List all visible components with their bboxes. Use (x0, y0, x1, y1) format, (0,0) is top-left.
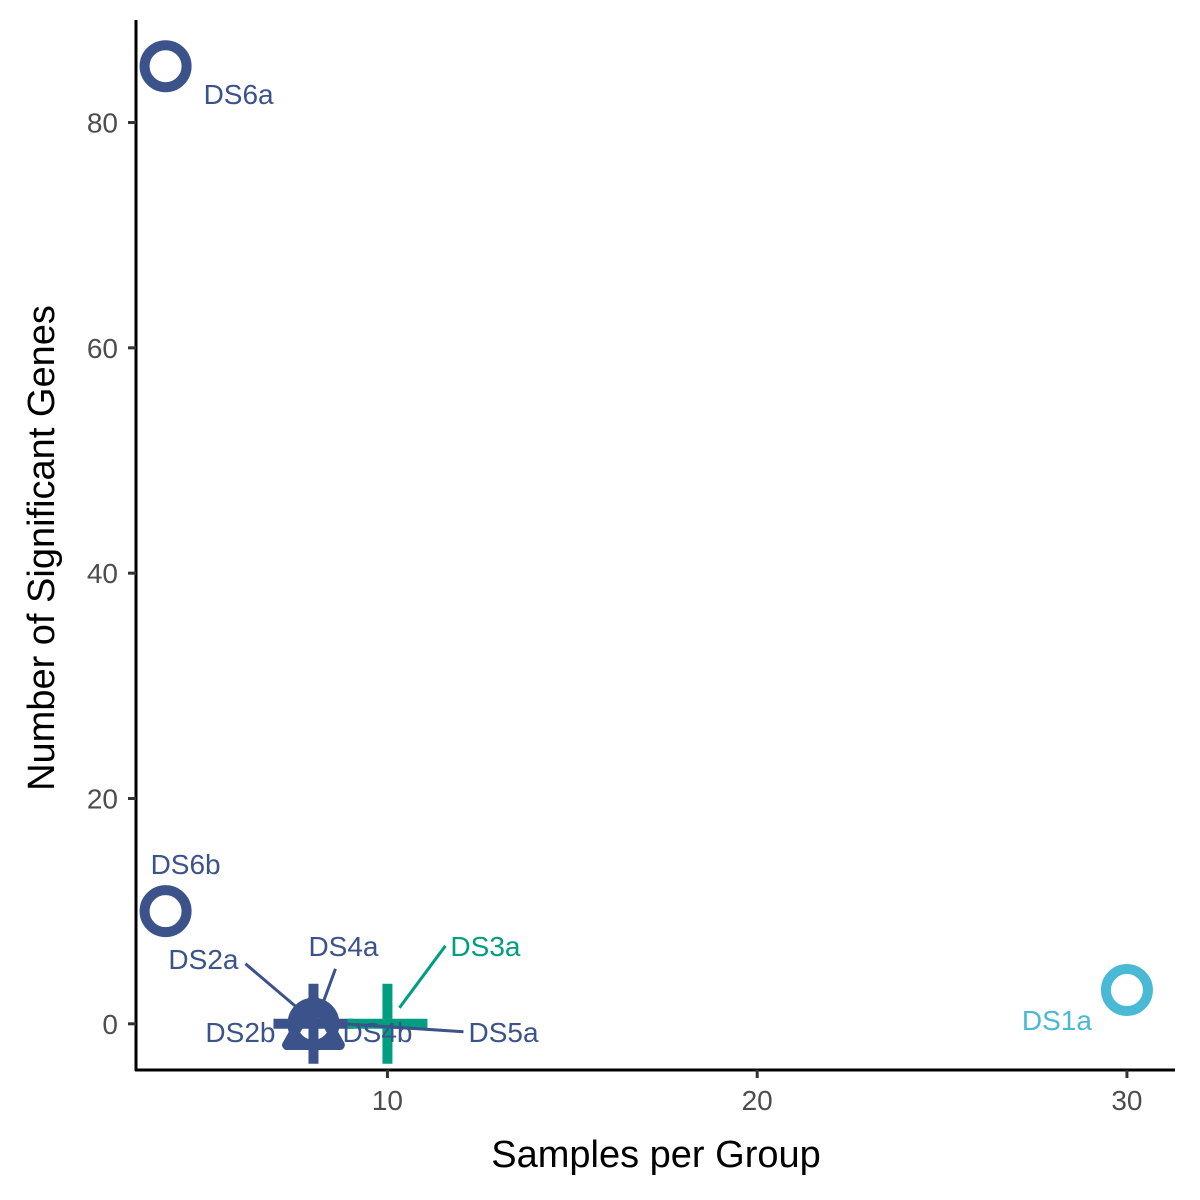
ds2b-label: DS2b (205, 1017, 275, 1048)
x-tick-label: 10 (372, 1085, 403, 1116)
chart-marks (139, 40, 1153, 1064)
ds1a-point (1100, 964, 1153, 1017)
x-tick-label: 20 (742, 1085, 773, 1116)
ds2a-label: DS2a (168, 944, 238, 975)
ds4a-label: DS4a (308, 931, 378, 962)
y-axis-title: Number of Significant Genes (21, 305, 63, 791)
x-tick-label: 30 (1111, 1085, 1142, 1116)
y-tick-label: 0 (102, 1009, 118, 1040)
y-tick-label: 20 (87, 783, 118, 814)
ds5a-label: DS5a (468, 1017, 538, 1048)
chart-axes (134, 20, 1175, 1072)
ds6b-point (139, 885, 192, 938)
ds6b-label: DS6b (151, 849, 221, 880)
y-tick-label: 60 (87, 333, 118, 364)
axis-ticks: 10 20 30 0 20 40 60 80 (87, 108, 1143, 1116)
ds6a-point (139, 40, 192, 93)
ds3a-leader-line (398, 944, 447, 1009)
ds4b-label: DS4b (342, 1017, 412, 1048)
ds5a-point (282, 993, 345, 1051)
ds5a-leader-line (343, 1022, 464, 1034)
point-labels: DS6a DS6b DS2a DS4a DS2b DS4b DS5a DS3a DS1a (151, 79, 1093, 1048)
y-tick-label: 40 (87, 558, 118, 589)
ds2a-leader-line (244, 962, 313, 1021)
ds1a-label: DS1a (1022, 1005, 1092, 1036)
x-axis-title: Samples per Group (491, 1134, 821, 1176)
y-tick-label: 80 (87, 108, 118, 139)
ds3a-label: DS3a (450, 931, 520, 962)
ds6a-label: DS6a (204, 79, 274, 110)
ds4a-leader-line (316, 968, 337, 1019)
